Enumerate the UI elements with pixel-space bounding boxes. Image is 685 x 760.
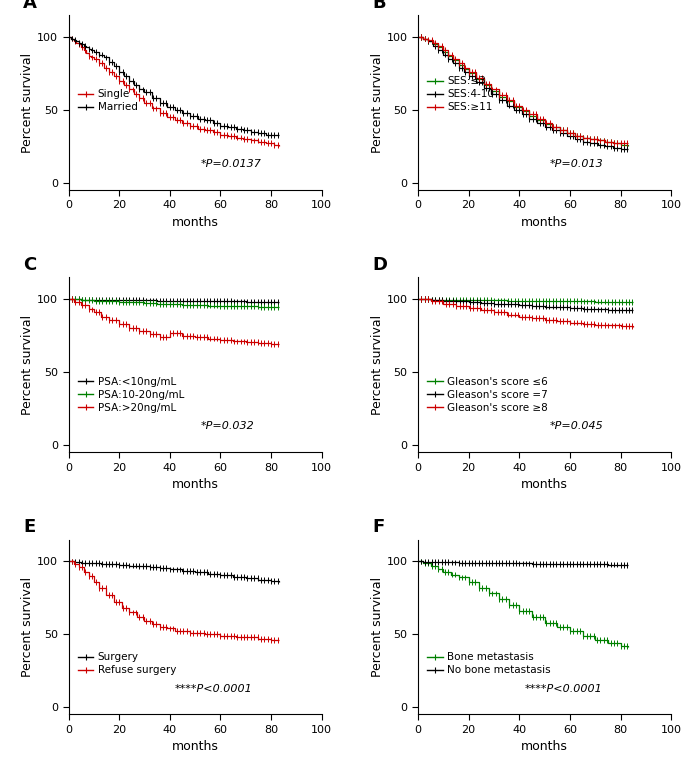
X-axis label: months: months	[172, 740, 219, 753]
X-axis label: months: months	[521, 740, 568, 753]
Legend: Gleason's score ≤6, Gleason's score =7, Gleason's score ≥8: Gleason's score ≤6, Gleason's score =7, …	[423, 372, 552, 417]
X-axis label: months: months	[172, 478, 219, 491]
Y-axis label: Percent survival: Percent survival	[21, 52, 34, 153]
Legend: Bone metastasis, No bone metastasis: Bone metastasis, No bone metastasis	[423, 648, 555, 679]
Y-axis label: Percent survival: Percent survival	[371, 52, 384, 153]
X-axis label: months: months	[172, 216, 219, 229]
Text: F: F	[373, 518, 385, 536]
Text: ****P<0.0001: ****P<0.0001	[525, 684, 602, 694]
Text: *P=0.032: *P=0.032	[200, 422, 254, 432]
Y-axis label: Percent survival: Percent survival	[371, 315, 384, 415]
Text: A: A	[23, 0, 37, 11]
Text: ****P<0.0001: ****P<0.0001	[175, 684, 253, 694]
Y-axis label: Percent survival: Percent survival	[21, 315, 34, 415]
Text: E: E	[23, 518, 35, 536]
Legend: Single, Married: Single, Married	[73, 85, 142, 116]
Text: *P=0.045: *P=0.045	[550, 422, 603, 432]
Text: B: B	[373, 0, 386, 11]
Legend: PSA:<10ng/mL, PSA:10-20ng/mL, PSA:>20ng/mL: PSA:<10ng/mL, PSA:10-20ng/mL, PSA:>20ng/…	[73, 372, 188, 417]
Text: C: C	[23, 256, 36, 274]
Text: *P=0.013: *P=0.013	[550, 160, 603, 169]
Legend: Surgery, Refuse surgery: Surgery, Refuse surgery	[73, 648, 180, 679]
X-axis label: months: months	[521, 216, 568, 229]
Text: *P=0.0137: *P=0.0137	[200, 160, 261, 169]
Y-axis label: Percent survival: Percent survival	[21, 577, 34, 677]
Y-axis label: Percent survival: Percent survival	[371, 577, 384, 677]
Text: D: D	[373, 256, 388, 274]
Legend: SES:≤3, SES:4-10, SES:≥11: SES:≤3, SES:4-10, SES:≥11	[423, 72, 498, 116]
X-axis label: months: months	[521, 478, 568, 491]
